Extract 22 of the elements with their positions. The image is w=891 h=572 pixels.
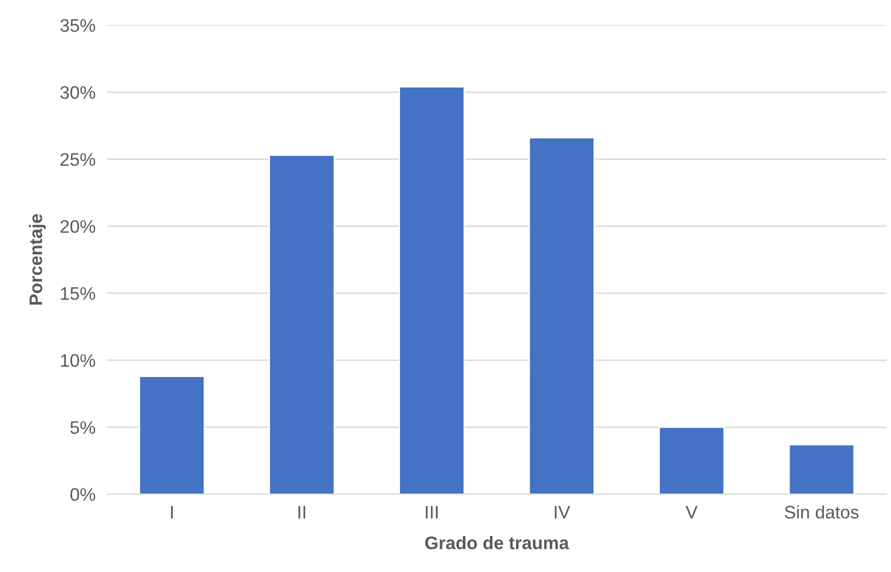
x-tick-label: IV xyxy=(554,506,570,518)
y-tick-label: 0% xyxy=(70,488,96,501)
bar xyxy=(528,137,595,494)
y-tick-label: 30% xyxy=(60,86,96,99)
bar xyxy=(658,426,725,494)
y-tick-label: 25% xyxy=(60,153,96,166)
y-tick-label: 5% xyxy=(70,421,96,434)
bar xyxy=(398,86,465,494)
x-axis-title: Grado de trauma xyxy=(425,536,570,550)
x-tick-label: Sin datos xyxy=(784,505,859,519)
bar xyxy=(138,376,206,494)
x-tick-label: III xyxy=(426,506,438,518)
x-tick-label: I xyxy=(171,506,173,518)
y-tick-label: 35% xyxy=(60,19,96,32)
bar xyxy=(268,154,336,494)
x-tick-label: V xyxy=(686,506,698,518)
y-tick-label: 10% xyxy=(61,354,96,367)
y-axis-title: Porcentaje xyxy=(28,214,46,305)
x-tick-label: II xyxy=(298,506,306,518)
bar xyxy=(788,444,855,494)
y-tick-label: 15% xyxy=(61,287,96,300)
y-tick-label: 20% xyxy=(60,220,96,233)
